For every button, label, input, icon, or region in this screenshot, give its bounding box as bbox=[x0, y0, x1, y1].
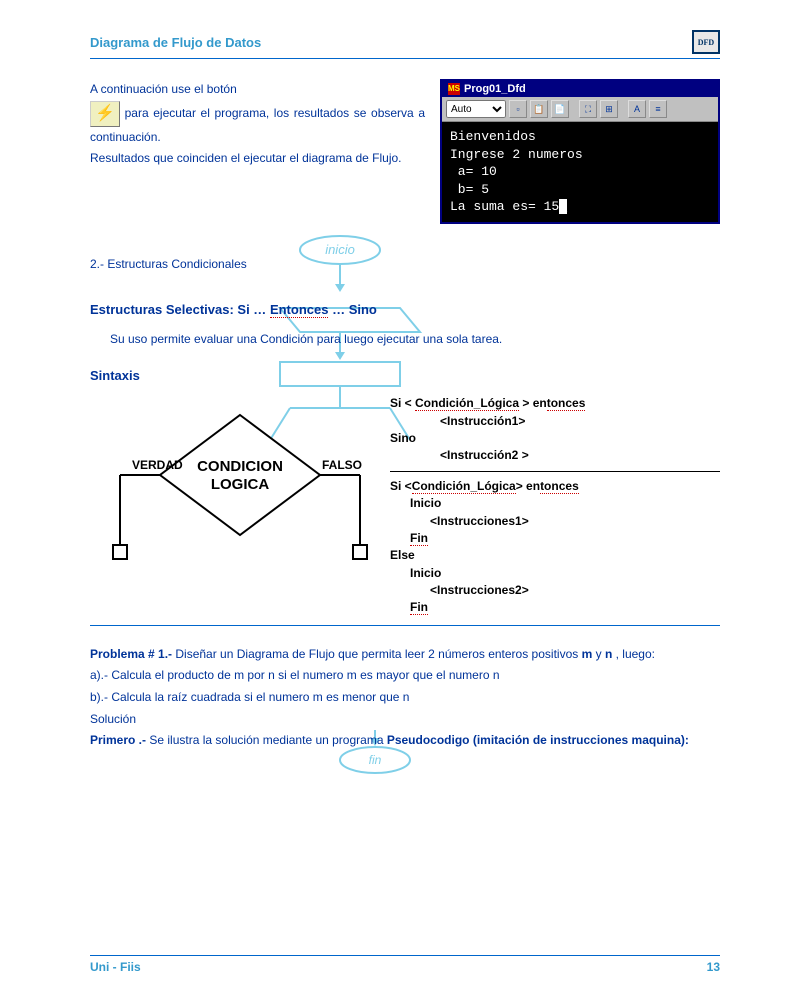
section-divider bbox=[90, 625, 720, 626]
syntax-block: CONDICION LOGICA VERDAD FALSO Si < Condi… bbox=[90, 395, 720, 617]
console-title: Prog01_Dfd bbox=[464, 83, 526, 95]
page-header: Diagrama de Flujo de Datos DFD bbox=[90, 30, 720, 59]
properties-icon[interactable]: ⊞ bbox=[600, 100, 618, 118]
intro-line2: para ejecutar el programa, los resultado… bbox=[90, 106, 425, 144]
font-size-select[interactable]: Auto bbox=[446, 100, 506, 118]
svg-text:VERDAD: VERDAD bbox=[132, 458, 183, 472]
section-conditionals: 2.- Estructuras Condicionales Estructura… bbox=[90, 254, 720, 626]
problem-title: Problema # 1.- bbox=[90, 647, 172, 661]
svg-text:FALSO: FALSO bbox=[322, 458, 362, 472]
struct-selectivas-heading: Estructuras Selectivas: Si … Entonces … … bbox=[90, 302, 720, 317]
fullscreen-icon[interactable]: ⛶ bbox=[579, 100, 597, 118]
solution-label: Solución bbox=[90, 709, 720, 731]
page-number: 13 bbox=[707, 960, 720, 974]
console-output: Bienvenidos Ingrese 2 numeros a= 10 b= 5… bbox=[442, 122, 718, 222]
font-icon[interactable]: A bbox=[628, 100, 646, 118]
svg-text:fin: fin bbox=[369, 753, 382, 767]
problem-item-a: a).- Calcula el producto de m por n si e… bbox=[90, 665, 720, 687]
intro-section: A continuación use el botón ⚡ para ejecu… bbox=[90, 79, 720, 224]
copy-icon[interactable]: 📋 bbox=[530, 100, 548, 118]
section2-heading: 2.- Estructuras Condicionales bbox=[90, 254, 720, 276]
intro-text: A continuación use el botón ⚡ para ejecu… bbox=[90, 79, 425, 224]
entonces-underlined: Entonces bbox=[270, 302, 329, 318]
settings-icon[interactable]: ≡ bbox=[649, 100, 667, 118]
intro-line1: A continuación use el botón bbox=[90, 82, 237, 96]
svg-text:LOGICA: LOGICA bbox=[211, 476, 269, 493]
syntax-pseudocode: Si < Condición_Lógica > entonces <Instru… bbox=[390, 395, 720, 617]
problem-item-b: b).- Calcula la raíz cuadrada si el nume… bbox=[90, 687, 720, 709]
primero-label: Primero .- bbox=[90, 733, 146, 747]
dfd-logo-icon: DFD bbox=[692, 30, 720, 54]
intro-line3: Resultados que coinciden el ejecutar el … bbox=[90, 151, 402, 165]
footer-left: Uni - Fiis bbox=[90, 960, 141, 974]
struct-desc: Su uso permite evaluar una Condición par… bbox=[90, 329, 720, 351]
sintaxis-heading: Sintaxis bbox=[90, 368, 720, 383]
page-footer: Uni - Fiis 13 bbox=[90, 955, 720, 974]
console-toolbar: Auto ▫ 📋 📄 ⛶ ⊞ A ≡ bbox=[442, 97, 718, 122]
problem-section: Problema # 1.- Diseñar un Diagrama de Fl… bbox=[90, 644, 720, 752]
toolbar-btn-1[interactable]: ▫ bbox=[509, 100, 527, 118]
diamond-diagram: CONDICION LOGICA VERDAD FALSO bbox=[90, 395, 390, 565]
execute-button-icon[interactable]: ⚡ bbox=[90, 101, 120, 127]
console-window: MS Prog01_Dfd Auto ▫ 📋 📄 ⛶ ⊞ A ≡ Bienven… bbox=[440, 79, 720, 224]
header-title: Diagrama de Flujo de Datos bbox=[90, 35, 261, 50]
console-titlebar: MS Prog01_Dfd bbox=[442, 81, 718, 97]
svg-text:CONDICION: CONDICION bbox=[197, 458, 283, 475]
paste-icon[interactable]: 📄 bbox=[551, 100, 569, 118]
msdos-icon: MS bbox=[448, 83, 460, 95]
